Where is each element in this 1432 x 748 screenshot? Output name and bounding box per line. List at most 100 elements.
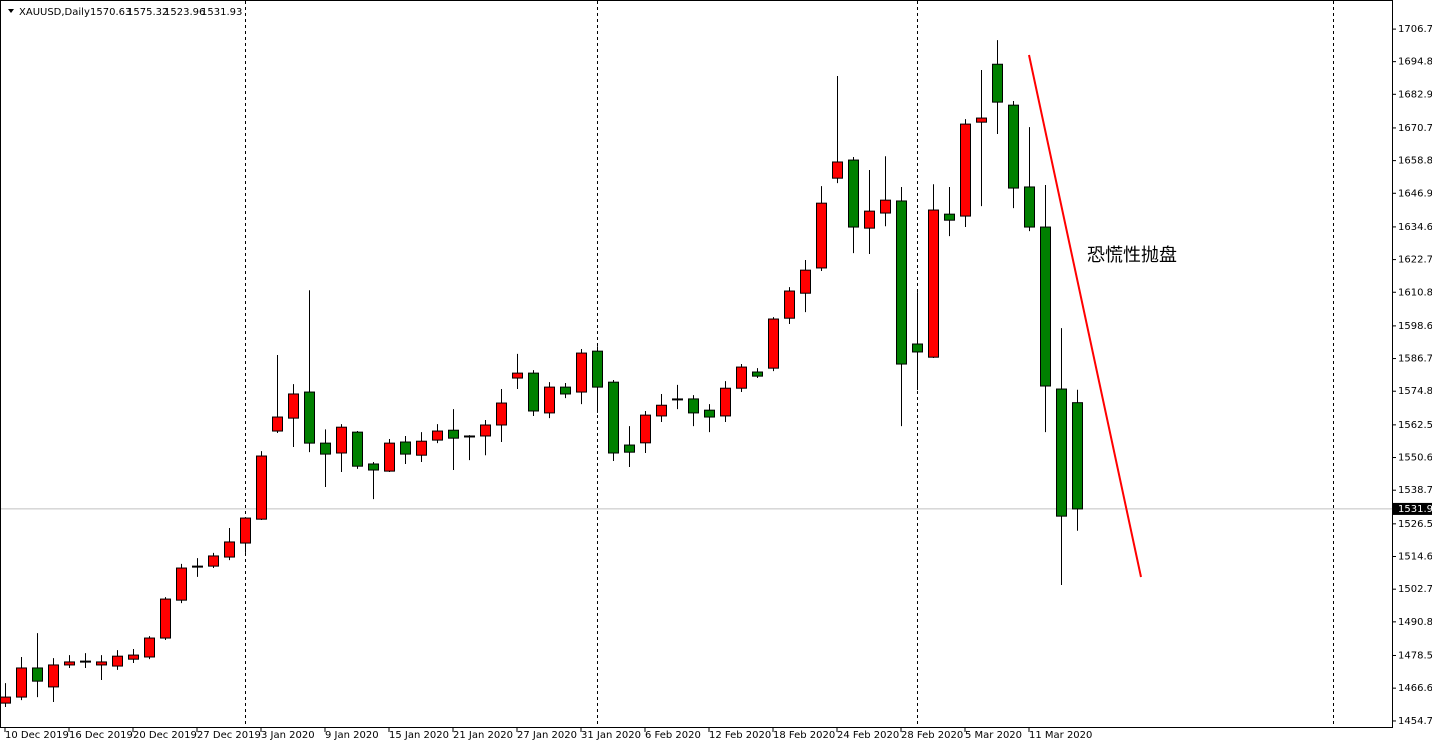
candle-body xyxy=(256,455,267,520)
x-tick-label: 11 Mar 2020 xyxy=(1029,730,1092,741)
candle-body xyxy=(144,637,155,658)
x-tick-label: 28 Feb 2020 xyxy=(901,730,963,741)
candle-body xyxy=(768,318,779,369)
x-tick-label: 12 Feb 2020 xyxy=(709,730,771,741)
annotation: 恐慌性抛盘 xyxy=(1087,245,1177,266)
candle-body xyxy=(656,404,667,417)
candle-body xyxy=(464,435,475,438)
candle-body xyxy=(304,391,315,444)
y-tick-label: 1514.60 xyxy=(1398,552,1432,563)
y-tick-label: 1670.70 xyxy=(1398,123,1432,134)
candle-body xyxy=(992,63,1003,103)
candle-body xyxy=(672,398,683,401)
plot-frame xyxy=(0,0,1393,728)
header-value: 1570.63 xyxy=(90,7,131,18)
y-tick-label: 1658.80 xyxy=(1398,156,1432,167)
x-tick-label: 9 Jan 2020 xyxy=(325,730,379,741)
x-tick-label: 27 Jan 2020 xyxy=(517,730,577,741)
x-tick-label: 24 Feb 2020 xyxy=(837,730,899,741)
candle-body xyxy=(352,431,363,467)
candle-body xyxy=(640,414,651,444)
candle-body xyxy=(320,442,331,455)
y-tick-label: 1538.75 xyxy=(1398,485,1432,496)
candle-body xyxy=(704,409,715,418)
x-tick-label: 15 Jan 2020 xyxy=(389,730,449,741)
symbol-title: XAUUSD,Daily xyxy=(19,7,90,18)
candle-body xyxy=(736,366,747,389)
x-tick-label: 5 Mar 2020 xyxy=(965,730,1022,741)
candle-body xyxy=(48,664,59,688)
y-tick-label: 1646.90 xyxy=(1398,188,1432,199)
candle-body xyxy=(480,424,491,437)
y-tick-label: 1490.80 xyxy=(1398,617,1432,628)
plot xyxy=(0,40,1392,707)
header-value: 1523.96 xyxy=(164,7,205,18)
y-tick-label: 1682.95 xyxy=(1398,89,1432,100)
candle-body xyxy=(192,565,203,568)
candle-body xyxy=(592,350,603,388)
candle-body xyxy=(800,269,811,294)
candle-body xyxy=(16,667,27,698)
y-tick-label: 1586.70 xyxy=(1398,354,1432,365)
candle-body xyxy=(176,567,187,601)
candle-body xyxy=(576,352,587,393)
candle-body xyxy=(384,442,395,472)
candle-body xyxy=(912,343,923,353)
candle-body xyxy=(928,209,939,358)
candle-body xyxy=(208,555,219,567)
candle-body xyxy=(432,430,443,441)
candle-body xyxy=(32,667,43,682)
candle-body xyxy=(160,598,171,639)
y-tick-label: 1454.70 xyxy=(1398,716,1432,727)
y-tick-label: 1478.55 xyxy=(1398,650,1432,661)
candle-body xyxy=(608,381,619,454)
candle-body xyxy=(1040,226,1051,387)
x-tick-label: 3 Jan 2020 xyxy=(261,730,315,741)
y-tick-label: 1706.70 xyxy=(1398,24,1432,35)
x-tick-label: 31 Jan 2020 xyxy=(581,730,641,741)
x-tick-label: 16 Dec 2019 xyxy=(69,730,133,741)
candle-body xyxy=(240,517,251,544)
trend-line xyxy=(1028,54,1142,578)
candle-body xyxy=(1056,388,1067,517)
candle-body xyxy=(976,117,987,123)
candle-body xyxy=(272,416,283,432)
candle-body xyxy=(784,290,795,319)
candle-body xyxy=(528,372,539,412)
candle-body xyxy=(896,200,907,365)
candle-body xyxy=(560,386,571,395)
candle-body xyxy=(80,660,91,663)
candle-body xyxy=(400,441,411,455)
candle-body xyxy=(416,440,427,456)
candle-body xyxy=(448,429,459,439)
y-tick-label: 1526.50 xyxy=(1398,519,1432,530)
candle-body xyxy=(496,402,507,426)
price-box xyxy=(1392,502,1432,515)
candle-body xyxy=(1008,104,1019,189)
candle-body xyxy=(64,661,75,666)
candle-body xyxy=(848,159,859,228)
candle-body xyxy=(512,372,523,379)
candle-body xyxy=(720,387,731,417)
candle-body xyxy=(288,393,299,419)
candle-body xyxy=(880,199,891,214)
candle-body xyxy=(224,541,235,558)
y-tick-label: 1694.85 xyxy=(1398,57,1432,68)
x-tick-label: 6 Feb 2020 xyxy=(645,730,701,741)
header-value: 1531.93 xyxy=(201,7,242,18)
y-tick-label: 1502.70 xyxy=(1398,584,1432,595)
x-tick-label: 21 Jan 2020 xyxy=(453,730,513,741)
y-tick-label: 1598.60 xyxy=(1398,321,1432,332)
y-tick-label: 1610.85 xyxy=(1398,287,1432,298)
price-label: 1531.93 xyxy=(1398,504,1432,515)
y-tick-label: 1550.65 xyxy=(1398,453,1432,464)
candle-body xyxy=(832,161,843,179)
candle-body xyxy=(0,696,11,704)
candle-body xyxy=(864,210,875,229)
y-tick-label: 1574.80 xyxy=(1398,386,1432,397)
menu-arrow[interactable] xyxy=(8,9,14,13)
candle-body xyxy=(336,426,347,454)
x-tick-label: 10 Dec 2019 xyxy=(5,730,69,741)
